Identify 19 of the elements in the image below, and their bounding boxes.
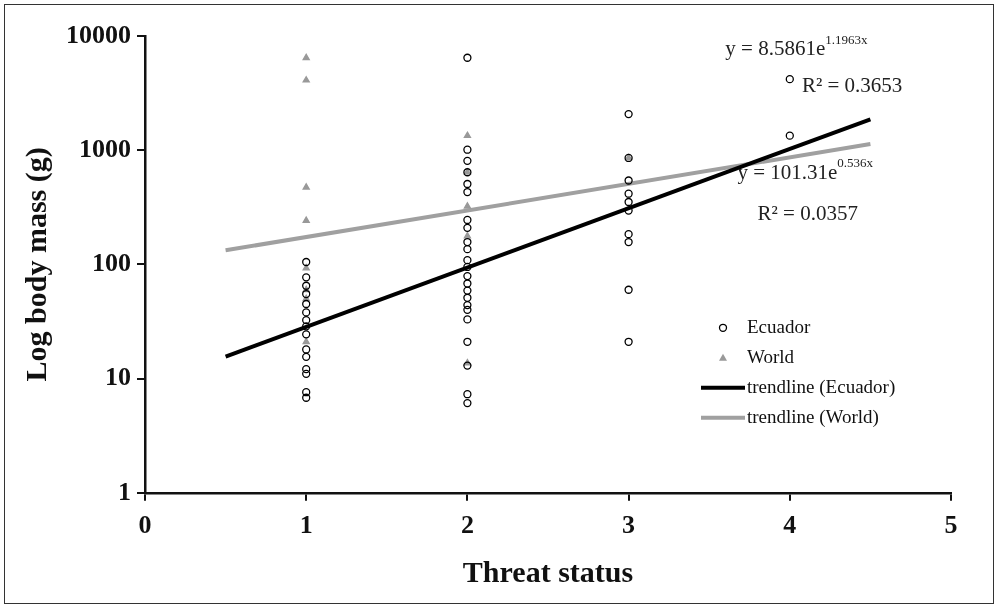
legend-label: Ecuador bbox=[747, 315, 811, 337]
y-tick-label: 10000 bbox=[66, 19, 131, 49]
legend-label: trendline (Ecuador) bbox=[747, 375, 896, 398]
y-tick-label: 100 bbox=[92, 248, 131, 278]
x-tick-label: 4 bbox=[783, 510, 797, 540]
x-tick-label: 0 bbox=[138, 510, 152, 540]
x-tick-label: 3 bbox=[622, 510, 636, 540]
legend-label: World bbox=[747, 345, 795, 367]
legend-label: trendline (World) bbox=[747, 405, 879, 428]
x-tick-label: 2 bbox=[460, 510, 474, 540]
x-tick-label: 5 bbox=[944, 510, 958, 540]
x-tick-label: 1 bbox=[299, 510, 313, 540]
y-tick-label: 1 bbox=[118, 476, 131, 506]
x-axis-title: Threat status bbox=[462, 554, 634, 588]
annotation: R² = 0.3653 bbox=[801, 72, 903, 97]
y-tick-label: 1000 bbox=[79, 133, 131, 163]
annotation: R² = 0.0357 bbox=[757, 200, 858, 225]
y-axis-title: Log body mass (g) bbox=[18, 147, 53, 382]
y-tick-label: 10 bbox=[105, 362, 131, 392]
